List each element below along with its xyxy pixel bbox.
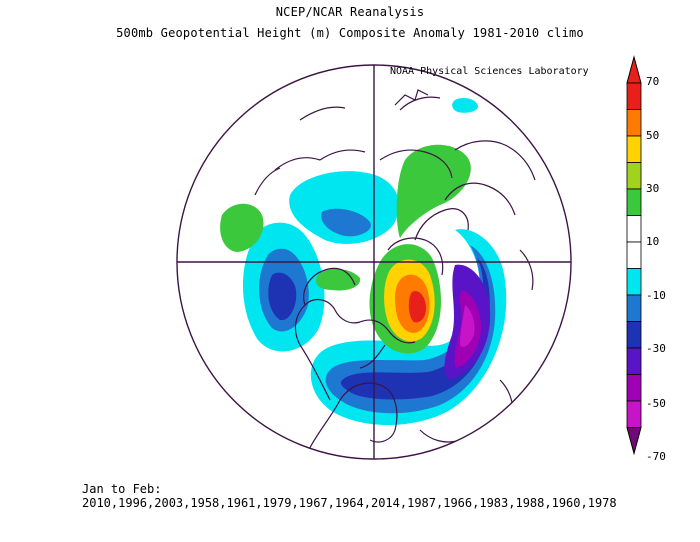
colorbar-label: -30 [646, 342, 666, 355]
colorbar-segment [626, 294, 642, 322]
colorbar-label: -10 [646, 289, 666, 302]
anomaly-negative-arctic [289, 171, 399, 244]
colorbar-segment [626, 162, 642, 190]
anomaly-field [220, 98, 507, 425]
colorbar-segment [626, 374, 642, 402]
colorbar-label: 30 [646, 182, 660, 195]
composite-years: Jan to Feb: 2010,1996,2003,1958,1961,197… [82, 482, 617, 510]
anomaly-negative-pacific [268, 272, 297, 321]
colorbar-segment [626, 347, 642, 375]
anomaly-negative-atlantic [460, 305, 475, 347]
anomaly-positive-europe [396, 144, 471, 238]
colorbar-segment [626, 82, 642, 110]
colorbar-label: -50 [646, 397, 666, 410]
anomaly-positive-arctic [452, 98, 478, 113]
colorbar-segment [626, 241, 642, 269]
colorbar-segment [626, 215, 642, 243]
colorbar-max-arrow [626, 55, 642, 84]
credit-label: NOAA Physical Sciences Laboratory [390, 66, 589, 77]
colorbar-label: -70 [646, 450, 666, 463]
colorbar-segment [626, 135, 642, 163]
colorbar-label: 70 [646, 75, 660, 88]
colorbar-min-arrow [626, 427, 642, 456]
anomaly-positive-greenland [408, 290, 426, 323]
colorbar-label: 50 [646, 129, 660, 142]
anomaly-negative-arctic [321, 208, 371, 237]
map-border [176, 64, 572, 460]
coastlines [254, 89, 543, 459]
colorbar-label: 10 [646, 235, 660, 248]
colorbar-segment [626, 268, 642, 296]
colorbar-segment [626, 321, 642, 349]
chart-title: NCEP/NCAR Reanalysis [275, 5, 425, 19]
colorbar-segment [626, 109, 642, 137]
colorbar-segment [626, 188, 642, 216]
anomaly-positive-pacific [220, 203, 264, 252]
chart-subtitle: 500mb Geopotential Height (m) Composite … [116, 26, 584, 40]
colorbar-segment [626, 400, 642, 428]
